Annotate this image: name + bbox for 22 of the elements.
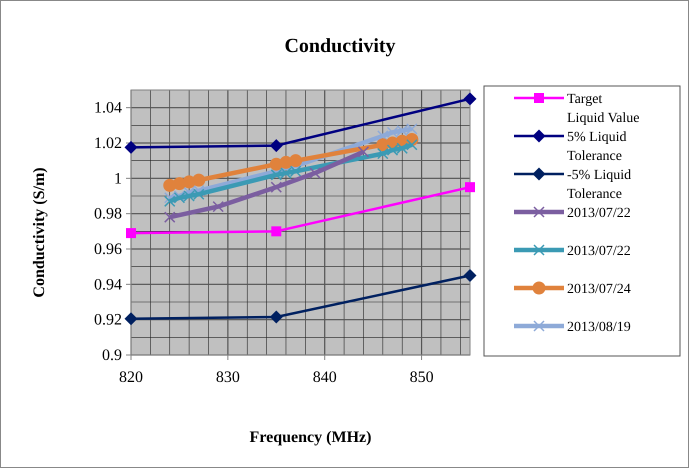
- legend-label: 2013/08/19: [567, 320, 631, 335]
- x-tick-label: 850: [410, 369, 434, 386]
- legend-label: Target Liquid Value: [567, 92, 640, 126]
- y-tick-label: 0.94: [94, 276, 122, 294]
- legend-label: 2013/07/24: [567, 282, 631, 297]
- y-axis-title: Conductivity (S/m): [31, 167, 48, 298]
- legend-label: -5% Liquid Tolerance: [567, 168, 632, 202]
- y-tick-label: 0.96: [94, 241, 122, 258]
- chart-title: Conductivity: [284, 35, 396, 57]
- legend-label: 2013/07/22: [567, 244, 631, 259]
- y-tick-label: 0.9: [102, 347, 122, 364]
- x-axis-title: Frequency (MHz): [250, 429, 372, 446]
- y-tick-label: 1.04: [94, 100, 122, 117]
- y-tick-label: 1.02: [94, 135, 122, 152]
- legend-label: 2013/07/22: [567, 206, 631, 221]
- x-tick-label: 840: [312, 369, 337, 386]
- legend-label: 5% Liquid Tolerance: [567, 130, 626, 164]
- y-tick-label: 0.92: [94, 312, 122, 329]
- y-tick-label: 1: [114, 170, 122, 188]
- y-tick-label: 0.98: [94, 206, 122, 223]
- x-tick-label: 820: [119, 369, 143, 386]
- x-tick-label: 830: [216, 369, 240, 386]
